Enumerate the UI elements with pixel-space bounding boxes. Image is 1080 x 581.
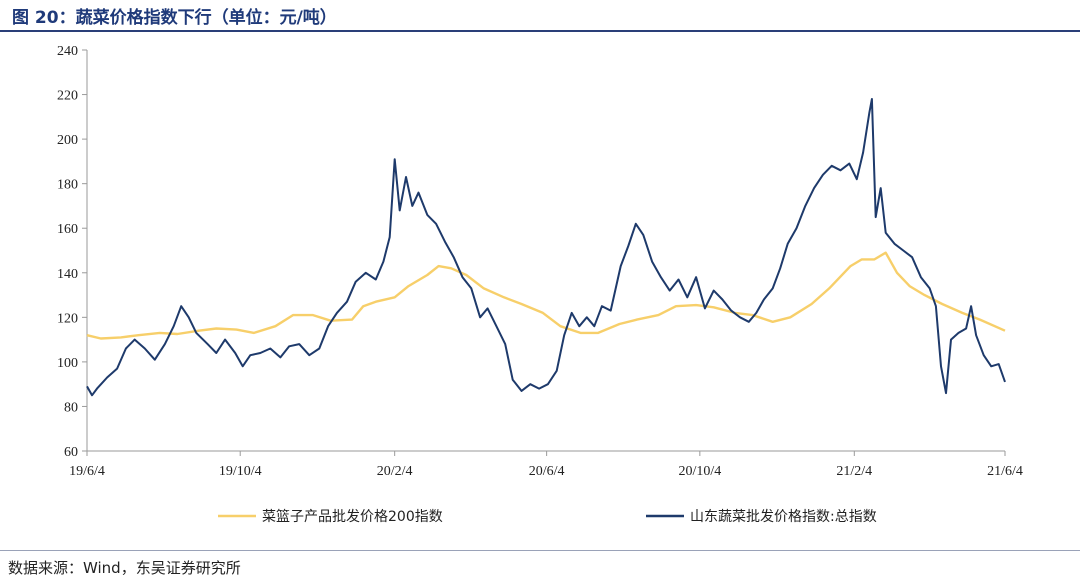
x-tick-label: 19/6/4 (69, 464, 105, 479)
legend-label-basket-index: 菜篮子产品批发价格200指数 (262, 509, 443, 525)
y-tick-label: 100 (57, 356, 78, 371)
y-tick-label: 240 (57, 44, 78, 59)
legend: 菜篮子产品批发价格200指数 山东蔬菜批发价格指数:总指数 (218, 509, 877, 525)
line-chart: 60 80 100 120 140 160 180 200 220 240 19/6/4 19/10/… (57, 44, 1023, 525)
legend-label-shandong-index: 山东蔬菜批发价格指数:总指数 (690, 509, 877, 525)
x-tick-label: 19/10/4 (219, 464, 262, 479)
y-tick-label: 180 (57, 178, 78, 193)
series-line-basket-index (86, 251, 1006, 340)
y-tick-label: 120 (57, 311, 78, 326)
y-tick-label: 60 (64, 445, 78, 460)
title-bar: 图 20：蔬菜价格指数下行（单位：元/吨） (0, 0, 1080, 32)
source-note: 数据来源：Wind，东吴证券研究所 (8, 559, 241, 577)
x-tick-label: 21/2/4 (836, 464, 872, 479)
x-tick-label: 20/10/4 (678, 464, 721, 479)
y-tick-label: 160 (57, 222, 78, 237)
x-tick-label: 21/6/4 (987, 464, 1023, 479)
x-tick-label: 20/6/4 (529, 464, 565, 479)
series-layer (86, 98, 1006, 397)
axes: 60 80 100 120 140 160 180 200 220 240 19/6/4 19/10/… (57, 44, 1023, 479)
chart-title: 图 20：蔬菜价格指数下行（单位：元/吨） (12, 8, 337, 28)
y-tick-label: 80 (64, 400, 78, 415)
y-tick-label: 140 (57, 267, 78, 282)
y-tick-label: 200 (57, 133, 78, 148)
source-divider (0, 550, 1080, 551)
series-line-shandong-index (86, 98, 1006, 397)
y-tick-label: 220 (57, 89, 78, 104)
x-tick-label: 20/2/4 (377, 464, 413, 479)
